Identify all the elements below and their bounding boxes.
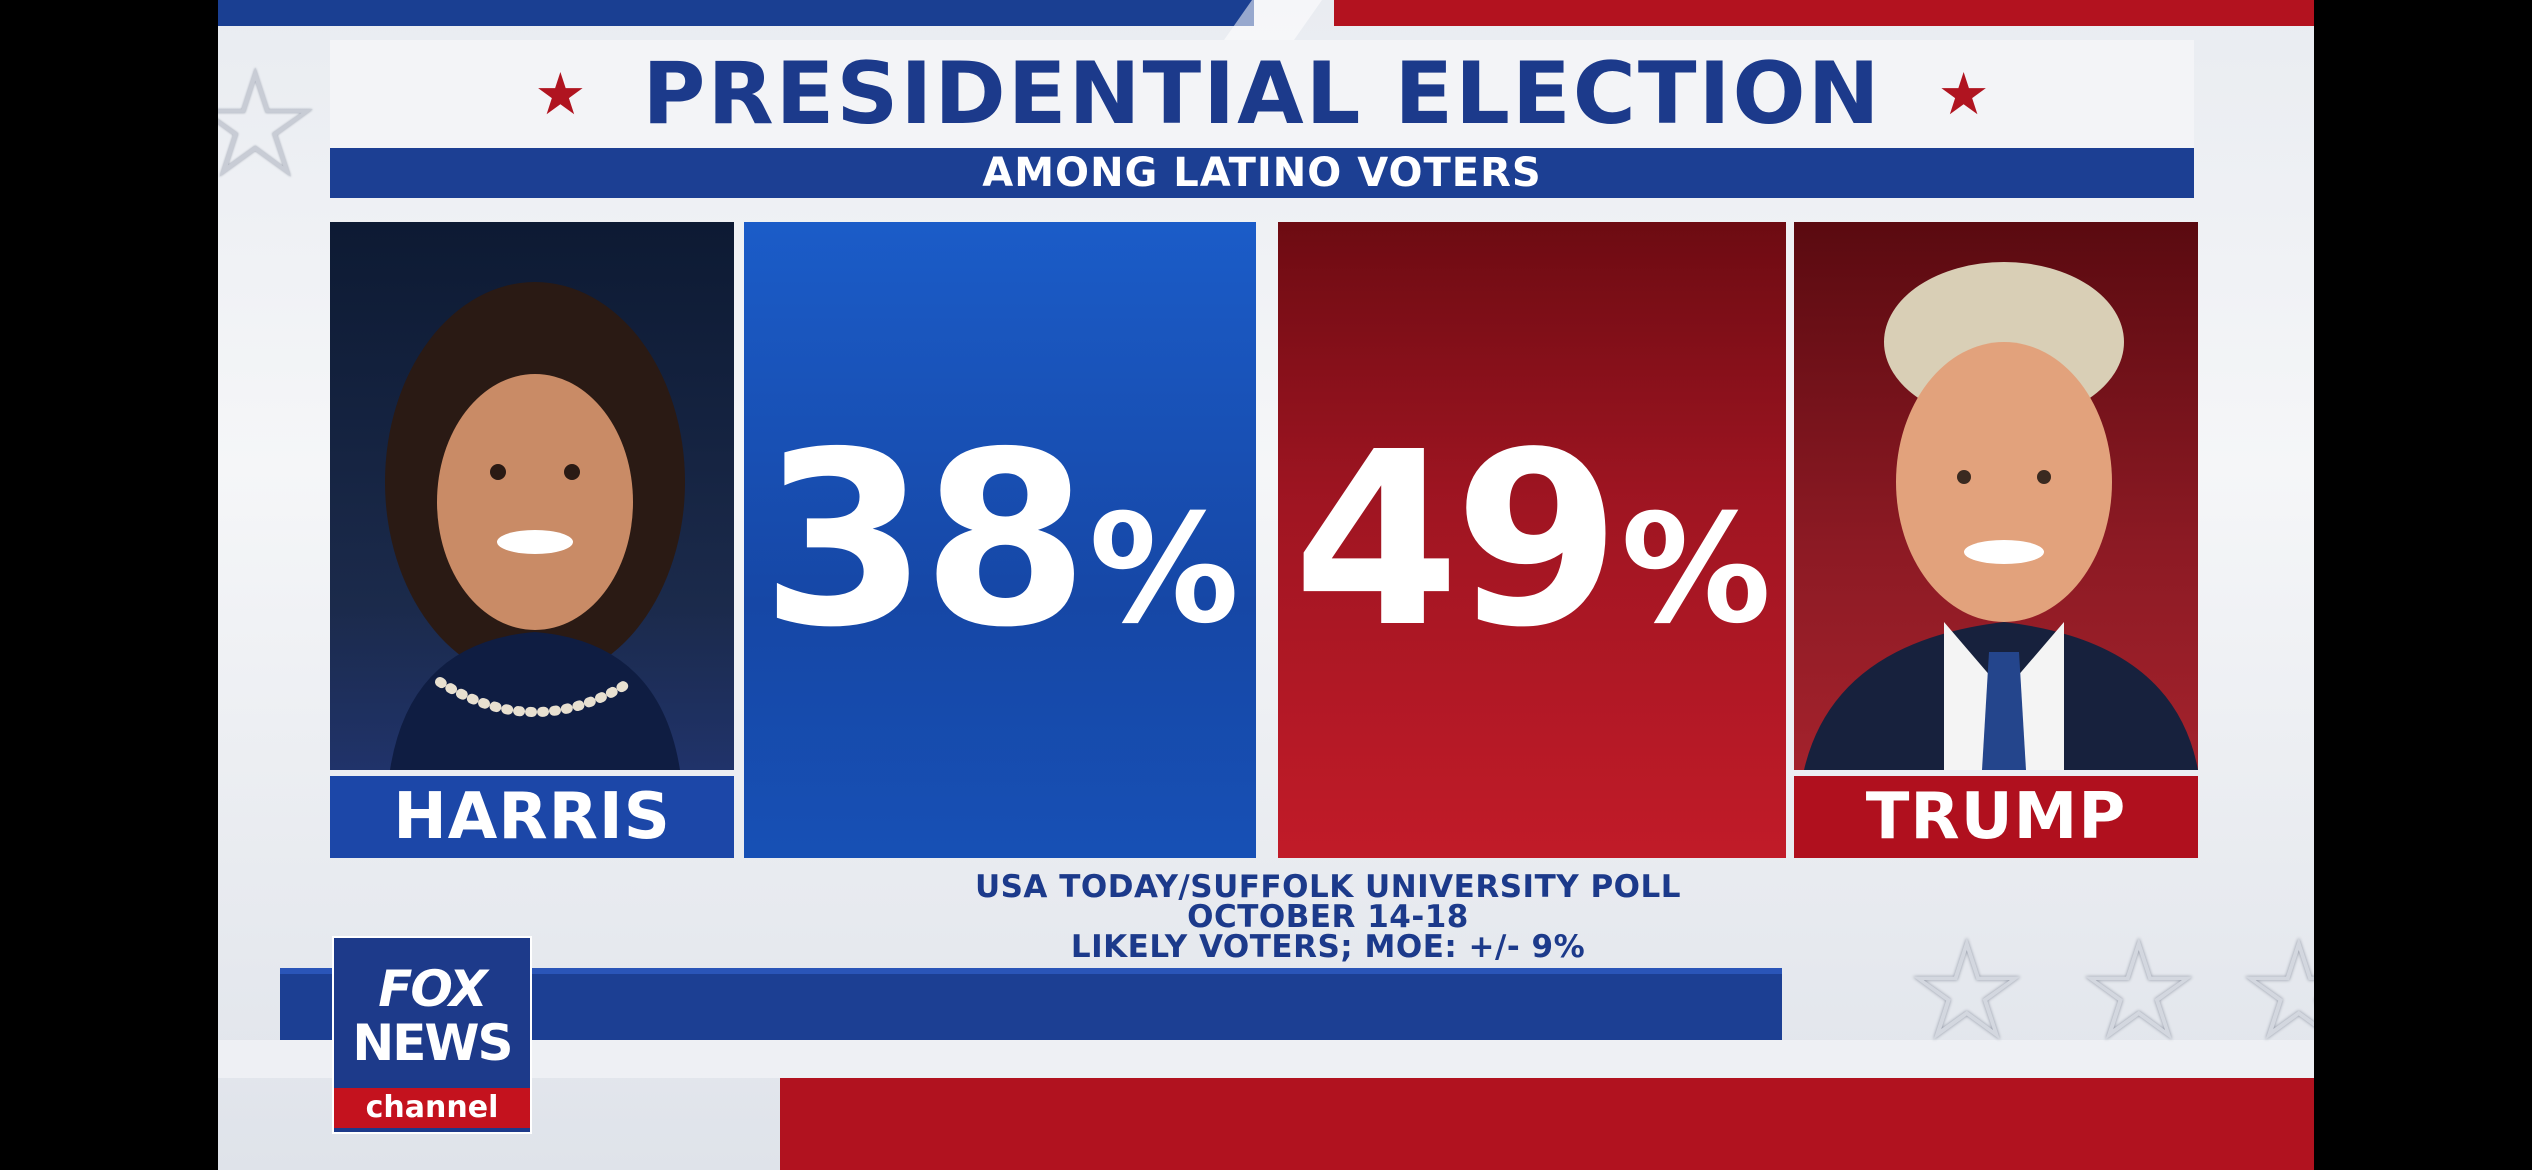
page-subtitle: AMONG LATINO VOTERS	[982, 150, 1542, 196]
header: ★ PRESIDENTIAL ELECTION ★ AMONG LATINO V…	[330, 40, 2194, 206]
star-outline-icon: ☆	[1904, 910, 2030, 1073]
trump-portrait	[1794, 222, 2198, 770]
star-icon: ★	[1937, 60, 1990, 128]
logo-news-text: NEWS	[352, 1014, 513, 1072]
page-title: PRESIDENTIAL ELECTION	[642, 44, 1882, 144]
logo-channel-text: channel	[334, 1088, 530, 1128]
subtitle-row: AMONG LATINO VOTERS	[330, 148, 2194, 198]
poll-source-line-1: USA TODAY/SUFFOLK UNIVERSITY POLL	[974, 869, 1682, 905]
lower-red-band	[780, 1078, 2314, 1170]
poll-source-line-2: OCTOBER 14-18	[1187, 899, 1469, 935]
star-outline-icon: ☆	[2076, 910, 2202, 1073]
top-red-stripe	[1334, 0, 2314, 26]
candidate-name-harris: HARRIS	[330, 776, 734, 858]
star-outline-icon: ☆	[2236, 910, 2314, 1073]
harris-portrait	[330, 222, 734, 770]
trump-portrait-image	[1804, 262, 2198, 770]
star-outline-icon: ☆	[218, 38, 323, 212]
star-icon: ★	[534, 60, 587, 128]
top-blue-stripe	[218, 0, 1254, 26]
candidate-name-trump: TRUMP	[1794, 776, 2198, 858]
trump-percent-panel: 49 %	[1278, 222, 1786, 858]
trump-percent-sign: %	[1620, 483, 1772, 657]
logo-fox-text: FOX	[378, 960, 487, 1018]
lower-white-band	[218, 1040, 2314, 1078]
poll-source: USA TODAY/SUFFOLK UNIVERSITY POLL OCTOBE…	[778, 869, 1878, 965]
trump-percent-value: 49	[1292, 400, 1621, 680]
harris-percent-value: 38	[760, 400, 1089, 680]
harris-percent-sign: %	[1088, 483, 1240, 657]
title-row: ★ PRESIDENTIAL ELECTION ★	[330, 40, 2194, 148]
harris-portrait-image	[385, 282, 685, 770]
harris-percent-panel: 38 %	[744, 222, 1256, 858]
fox-news-logo: FOX NEWS channel	[332, 936, 532, 1134]
poll-source-line-3: LIKELY VOTERS; MOE: +/- 9%	[1070, 929, 1586, 965]
broadcast-frame: ☆ ★ PRESIDENTIAL ELECTION ★ AMONG LATINO…	[218, 0, 2314, 1170]
